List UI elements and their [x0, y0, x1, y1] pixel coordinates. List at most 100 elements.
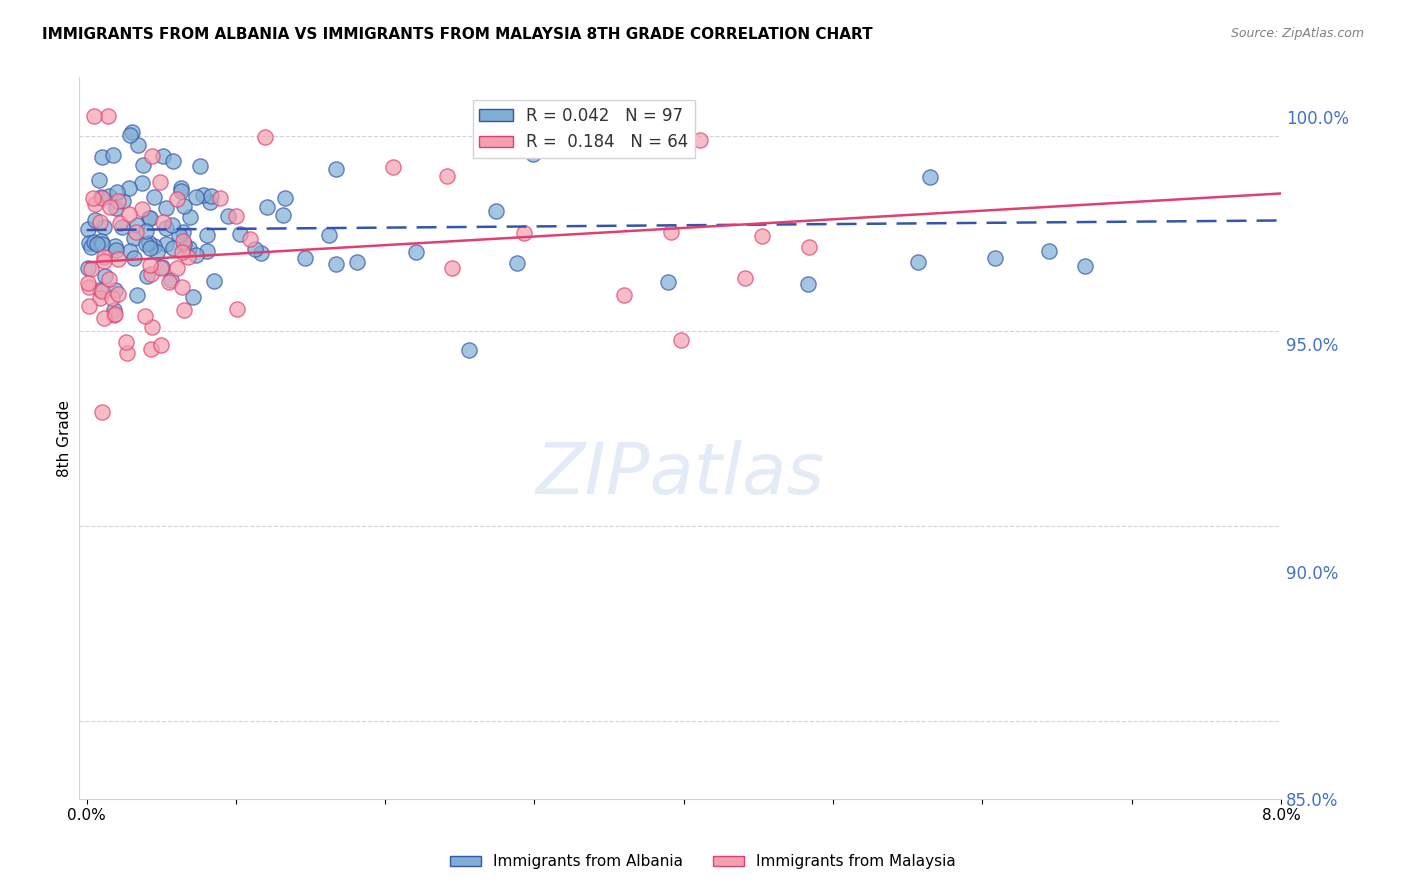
Immigrants from Albania	[104, 202, 127, 216]
Immigrants from Albania	[160, 273, 183, 287]
Immigrants from Albania	[89, 283, 111, 297]
Immigrants from Albania	[170, 181, 193, 195]
Immigrants from Malaysia	[613, 288, 636, 302]
Immigrants from Albania	[1074, 259, 1097, 273]
Immigrants from Malaysia	[157, 275, 180, 289]
Immigrants from Albania	[146, 245, 169, 260]
Immigrants from Albania	[83, 235, 105, 249]
Immigrants from Albania	[127, 138, 149, 153]
Immigrants from Albania	[101, 148, 124, 162]
Immigrants from Malaysia	[134, 309, 156, 323]
Immigrants from Albania	[346, 255, 368, 269]
Immigrants from Malaysia	[381, 160, 404, 174]
Immigrants from Albania	[93, 219, 115, 234]
Immigrants from Albania	[179, 210, 201, 224]
Immigrants from Albania	[84, 213, 107, 227]
Immigrants from Albania	[202, 274, 225, 288]
Immigrants from Albania	[162, 154, 184, 169]
Immigrants from Malaysia	[253, 129, 276, 144]
Immigrants from Albania	[118, 244, 141, 259]
Immigrants from Albania	[97, 189, 120, 203]
Immigrants from Albania	[122, 252, 145, 266]
Immigrants from Malaysia	[101, 291, 124, 305]
Immigrants from Malaysia	[166, 192, 188, 206]
Immigrants from Malaysia	[177, 250, 200, 264]
Immigrants from Albania	[457, 343, 479, 357]
Immigrants from Malaysia	[141, 149, 163, 163]
Immigrants from Albania	[121, 124, 143, 138]
Immigrants from Albania	[229, 227, 252, 242]
Immigrants from Albania	[155, 236, 177, 251]
Immigrants from Malaysia	[149, 338, 172, 352]
Immigrants from Malaysia	[83, 110, 105, 124]
Immigrants from Albania	[325, 161, 347, 176]
Immigrants from Malaysia	[82, 190, 104, 204]
Immigrants from Albania	[271, 208, 294, 222]
Immigrants from Malaysia	[104, 308, 127, 322]
Immigrants from Malaysia	[440, 260, 463, 275]
Immigrants from Albania	[405, 245, 427, 260]
Immigrants from Malaysia	[131, 202, 153, 216]
Text: IMMIGRANTS FROM ALBANIA VS IMMIGRANTS FROM MALAYSIA 8TH GRADE CORRELATION CHART: IMMIGRANTS FROM ALBANIA VS IMMIGRANTS FR…	[42, 27, 873, 42]
Legend: R = 0.042   N = 97, R =  0.184   N = 64: R = 0.042 N = 97, R = 0.184 N = 64	[472, 100, 695, 158]
Immigrants from Albania	[122, 231, 145, 245]
Immigrants from Malaysia	[125, 225, 148, 239]
Immigrants from Albania	[181, 290, 204, 304]
Immigrants from Malaysia	[108, 216, 131, 230]
Immigrants from Malaysia	[107, 194, 129, 208]
Immigrants from Malaysia	[734, 270, 756, 285]
Immigrants from Albania	[243, 242, 266, 256]
Immigrants from Malaysia	[90, 405, 112, 419]
Immigrants from Albania	[79, 240, 101, 254]
Immigrants from Albania	[125, 218, 148, 232]
Immigrants from Albania	[200, 189, 222, 203]
Immigrants from Malaysia	[141, 320, 163, 334]
Immigrants from Albania	[152, 149, 174, 163]
Immigrants from Albania	[143, 190, 166, 204]
Immigrants from Malaysia	[117, 346, 139, 360]
Text: ZIPatlas: ZIPatlas	[536, 440, 824, 508]
Immigrants from Malaysia	[93, 250, 115, 264]
Immigrants from Malaysia	[141, 268, 163, 282]
Immigrants from Albania	[77, 261, 100, 276]
Immigrants from Malaysia	[239, 232, 262, 246]
Immigrants from Malaysia	[114, 334, 136, 349]
Immigrants from Albania	[104, 243, 127, 257]
Immigrants from Malaysia	[659, 225, 682, 239]
Immigrants from Albania	[135, 224, 157, 238]
Immigrants from Malaysia	[170, 245, 193, 260]
Immigrants from Albania	[522, 146, 544, 161]
Immigrants from Malaysia	[436, 169, 458, 184]
Immigrants from Albania	[200, 195, 222, 210]
Immigrants from Malaysia	[751, 229, 773, 244]
Immigrants from Albania	[179, 241, 201, 255]
Text: Source: ZipAtlas.com: Source: ZipAtlas.com	[1230, 27, 1364, 40]
Legend: Immigrants from Albania, Immigrants from Malaysia: Immigrants from Albania, Immigrants from…	[444, 848, 962, 875]
Immigrants from Malaysia	[226, 301, 249, 316]
Immigrants from Albania	[90, 190, 112, 204]
Immigrants from Malaysia	[91, 284, 114, 298]
Immigrants from Malaysia	[172, 234, 194, 248]
Immigrants from Albania	[132, 158, 155, 172]
Immigrants from Albania	[170, 184, 193, 198]
Immigrants from Malaysia	[208, 191, 231, 205]
Immigrants from Malaysia	[139, 342, 162, 356]
Immigrants from Albania	[139, 211, 162, 226]
Immigrants from Albania	[173, 199, 195, 213]
Immigrants from Albania	[485, 204, 508, 219]
Immigrants from Malaysia	[669, 334, 692, 348]
Immigrants from Albania	[94, 269, 117, 284]
Immigrants from Malaysia	[77, 299, 100, 313]
Immigrants from Malaysia	[89, 214, 111, 228]
Immigrants from Albania	[90, 234, 112, 248]
Immigrants from Malaysia	[97, 110, 120, 124]
Immigrants from Albania	[188, 159, 211, 173]
Immigrants from Albania	[117, 181, 139, 195]
Immigrants from Albania	[907, 255, 929, 269]
Immigrants from Albania	[138, 236, 160, 251]
Immigrants from Albania	[918, 170, 941, 185]
Immigrants from Malaysia	[89, 291, 111, 305]
Immigrants from Malaysia	[107, 286, 129, 301]
Immigrants from Albania	[155, 220, 177, 235]
Immigrants from Albania	[155, 202, 177, 216]
